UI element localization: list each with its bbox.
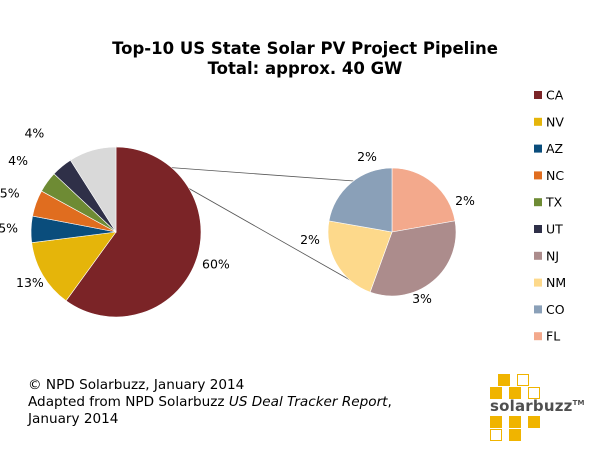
legend-swatch-nj [534,251,542,260]
legend-label-ca: CA [546,88,564,103]
logo-square [498,374,510,386]
logo-square [509,429,521,441]
legend-swatch-nv [534,117,542,126]
source-credits: © NPD Solarbuzz, January 2014 Adapted fr… [28,377,392,428]
logo-square [528,387,540,399]
legend-label-az: AZ [546,141,563,156]
slice-label-ca: 60% [202,256,230,271]
detail-slice-label-fl: 2% [455,193,475,208]
legend-swatch-co [534,305,542,314]
legend-label-nv: NV [546,114,564,129]
legend-swatch-az [534,144,542,153]
logo-square [490,429,502,441]
legend-swatch-nm [534,278,542,287]
slice-other [70,146,117,234]
legend-label-ut: UT [546,222,563,237]
chart-title: Top-10 US State Solar PV Project Pipelin… [112,39,498,58]
logo-trademark: TM [572,399,585,407]
slice-nv [31,231,117,302]
detail-slice-nj [369,220,457,297]
detail-pie [327,167,457,297]
legend-swatch-tx [534,198,542,207]
legend-label-nj: NJ [546,248,559,263]
logo-squares [490,374,540,441]
credit-line-3: January 2014 [28,411,119,427]
main-pie [30,146,202,318]
slice-label-az: 5% [0,221,18,236]
credit-line-2-prefix: Adapted from NPD Solarbuzz [28,394,229,410]
legend-swatch-ut [534,225,542,233]
detail-slice-nm [327,220,393,293]
legend-label-nc: NC [546,168,564,183]
detail-slice-label-nj: 3% [412,291,432,306]
credit-line-2: Adapted from NPD Solarbuzz US Deal Track… [28,394,392,411]
slice-label-ut: 4% [24,125,44,140]
detail-slice-fl [391,167,456,233]
logo-square [528,416,540,428]
solarbuzz-logo: solarbuzzTM [477,371,587,443]
logo-square [490,416,502,428]
legend-swatch-fl [534,332,542,341]
slice-labels: 60% 13% 5% 5% 4% 4% 2% 3% 2% 2% [0,125,475,306]
credit-line-2-suffix: , [387,394,392,410]
slice-label-tx: 4% [8,153,28,168]
logo-square [509,387,521,399]
chart-subtitle: Total: approx. 40 GW [208,59,403,78]
legend-swatch-nc [534,171,542,180]
logo-square [517,374,529,386]
credit-report-name: US Deal Tracker Report [228,394,388,410]
legend-swatch-ca [534,91,542,99]
logo-square [490,387,502,399]
legend-label-fl: FL [546,329,560,344]
legend-label-tx: TX [545,195,563,210]
slice-label-nc: 5% [0,186,20,201]
credit-line-1: © NPD Solarbuzz, January 2014 [28,377,245,393]
detail-slice-label-nm: 2% [300,232,320,247]
legend: CA NV AZ NC TX UT NJ NM CO FL [534,88,566,344]
detail-slice-label-co: 2% [357,149,377,164]
slice-ca [65,146,202,318]
legend-label-nm: NM [546,275,566,290]
logo-text: solarbuzzTM [490,397,585,415]
slice-label-nv: 13% [16,275,44,290]
detail-slice-co [328,167,393,233]
logo-square [509,416,521,428]
logo-wordmark: solarbuzz [490,397,573,415]
legend-label-co: CO [546,302,565,317]
